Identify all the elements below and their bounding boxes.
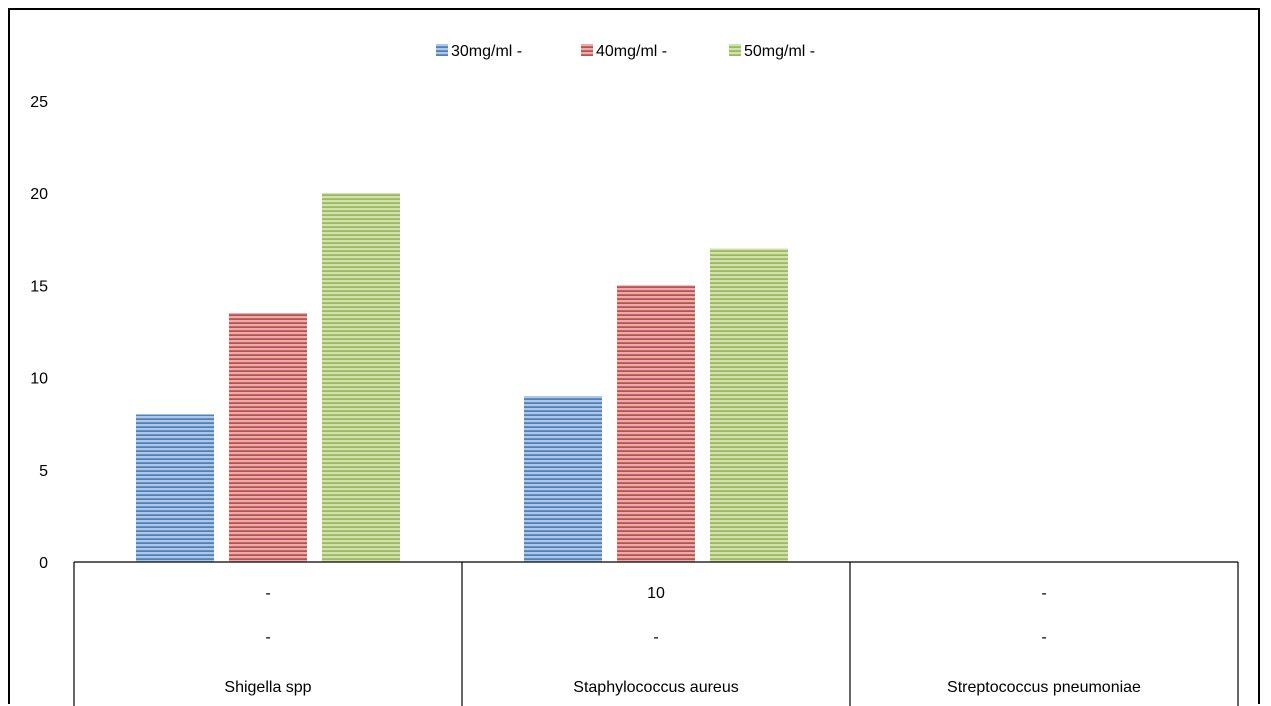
y-tick-label: 10 (30, 371, 48, 388)
bar (229, 313, 307, 562)
y-tick-label: 15 (30, 278, 48, 295)
legend-item: 30mg/ml - (436, 43, 522, 60)
y-axis: 0 5 10 15 20 25 (30, 94, 48, 572)
table-cell: - (265, 629, 270, 646)
legend-item: 40mg/ml - (581, 43, 667, 60)
legend-item: 50mg/ml - (729, 43, 815, 60)
category-label: Streptococcus pneumoniae (947, 679, 1141, 696)
y-tick-label: 0 (39, 555, 48, 572)
legend-label: 30mg/ml - (451, 43, 522, 60)
y-tick-label: 5 (39, 463, 48, 480)
y-tick-label: 25 (30, 94, 48, 111)
table-cell: 10 (647, 585, 665, 602)
legend-label: 40mg/ml - (596, 43, 667, 60)
table-cell: - (1041, 585, 1046, 602)
bar (617, 285, 695, 562)
bar (710, 248, 788, 562)
legend-label: 50mg/ml - (744, 43, 815, 60)
category-table: - 10 - - - - Shigella spp Staphylococcus aureus… (73, 561, 1239, 706)
y-tick-label: 20 (30, 186, 48, 203)
table-cell: - (265, 585, 270, 602)
bars (136, 193, 788, 562)
legend: 30mg/ml - 40mg/ml - 50mg/ml - (436, 43, 815, 60)
category-label: Shigella spp (224, 679, 311, 696)
table-cell: - (1041, 629, 1046, 646)
table-cell: - (653, 629, 658, 646)
bar (136, 414, 214, 562)
category-label: Staphylococcus aureus (573, 679, 738, 696)
bar (322, 193, 400, 562)
bar (524, 396, 602, 562)
